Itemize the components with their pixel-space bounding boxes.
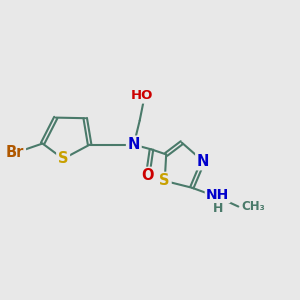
Text: S: S: [58, 151, 68, 166]
Text: NH: NH: [206, 188, 229, 202]
Text: HO: HO: [130, 89, 153, 102]
Text: S: S: [160, 173, 170, 188]
Text: Br: Br: [6, 146, 24, 160]
Text: N: N: [128, 137, 140, 152]
Text: O: O: [141, 168, 154, 183]
Text: N: N: [197, 154, 209, 169]
Text: H: H: [212, 202, 223, 215]
Text: CH₃: CH₃: [241, 200, 265, 213]
